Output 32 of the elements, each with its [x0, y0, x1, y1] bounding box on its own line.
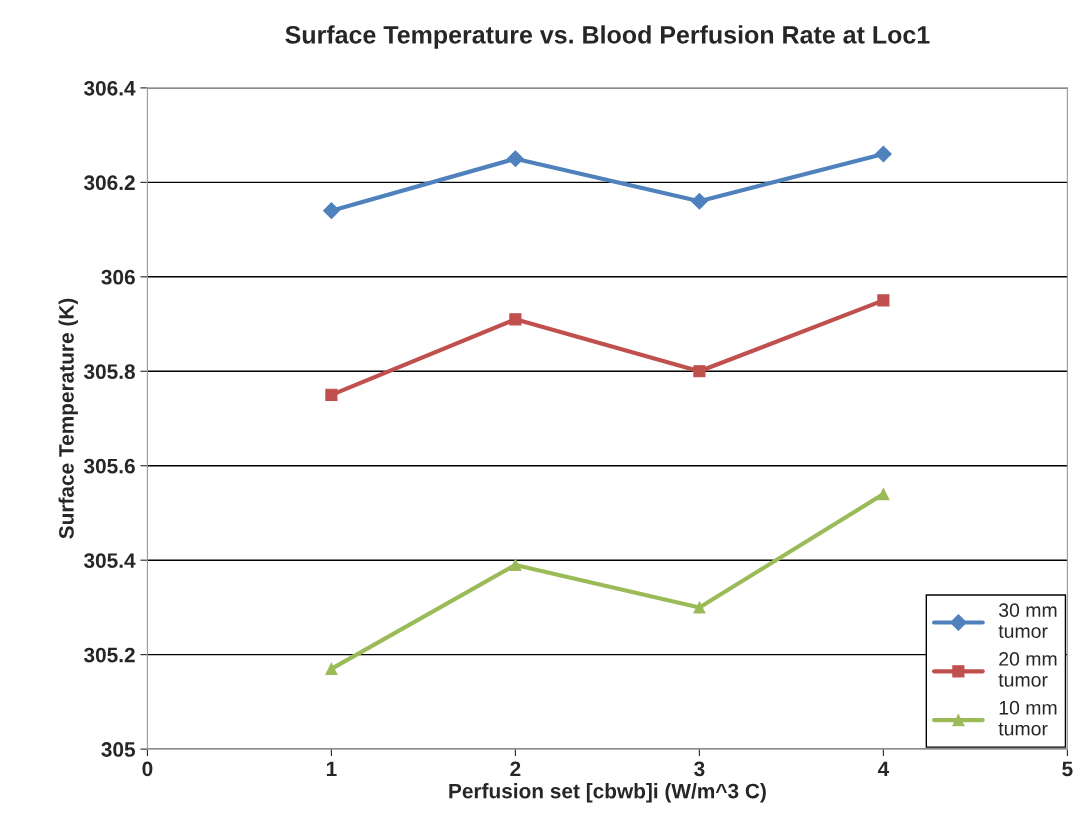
x-axis-title: Perfusion set [cbwb]i (W/m^3 C)	[449, 783, 766, 803]
point	[877, 294, 890, 307]
x-tick-label: 2	[510, 761, 521, 777]
y-tick-label: 306.2	[83, 175, 135, 191]
point	[875, 145, 892, 163]
point	[693, 365, 706, 378]
chart-title: Surface Temperature vs. Blood Perfusion Rate at Loc1	[285, 25, 930, 49]
point	[507, 150, 524, 168]
y-axis-title: Surface Temperature (K)	[58, 298, 78, 539]
x-tick-label: 5	[1062, 761, 1073, 777]
y-tick-label: 305.8	[83, 364, 135, 380]
point	[323, 202, 340, 220]
point	[691, 192, 708, 210]
y-tick-label: 305	[101, 742, 136, 757]
point	[325, 388, 338, 401]
x-tick-label: 3	[694, 761, 705, 777]
legend-label: 30 mm tumor	[998, 603, 1057, 638]
legend-label: 10 mm tumor	[998, 700, 1057, 736]
point	[877, 487, 890, 501]
legend-label: 20 mm tumor	[998, 652, 1057, 687]
point	[693, 601, 706, 614]
x-tick-label: 4	[877, 761, 890, 777]
point	[509, 558, 522, 571]
point	[325, 662, 338, 675]
y-tick-label: 305.4	[83, 553, 136, 568]
point	[509, 313, 522, 326]
y-tick-label: 305.6	[83, 458, 135, 474]
x-tick-label: 1	[326, 761, 337, 777]
x-tick-label: 0	[142, 761, 153, 777]
y-tick-label: 306.4	[83, 80, 136, 96]
y-tick-label: 306	[101, 269, 135, 285]
y-tick-label: 305.2	[83, 647, 135, 663]
